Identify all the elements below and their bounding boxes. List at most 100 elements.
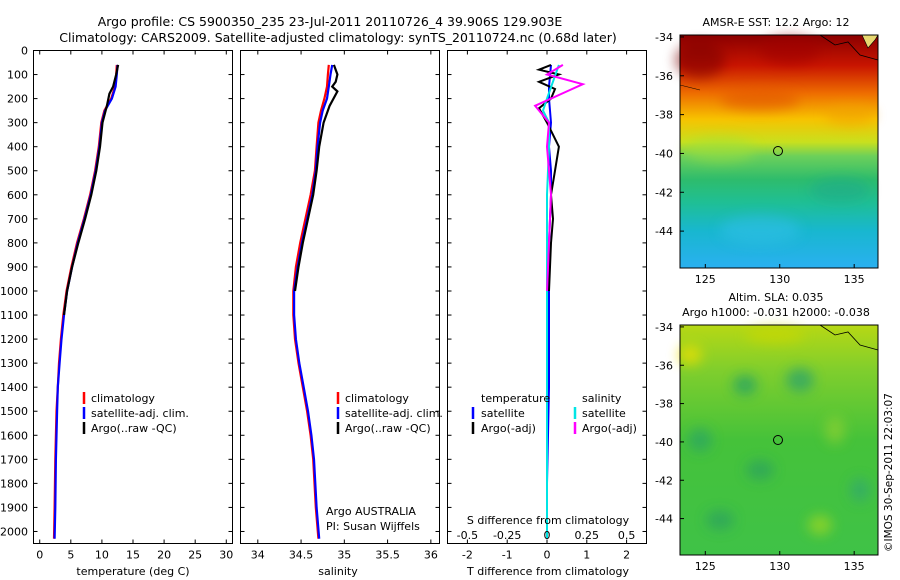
sla-coastline [819,324,879,351]
x-tick-label: -1 [502,549,513,562]
sla-map-title2: Argo h1000: -0.031 h2000: -0.038 [682,306,870,319]
sla-texture [678,327,870,535]
s-tick-label: 0.5 [618,529,636,542]
depth-tick-label: 200 [7,93,28,106]
series-line-salinity-argo-adj- [533,64,586,292]
lon-tick-label: 130 [769,560,790,573]
depth-tick-label: 1300 [0,357,28,370]
sst-lon-axis: 125 130 135 [695,264,865,286]
lon-tick-label: 135 [844,273,865,286]
legend-salinity-title: salinity [582,392,622,405]
lat-tick-label: -42 [655,474,673,487]
x-tick-label: 20 [157,549,171,562]
lat-tick-label: -38 [655,398,673,411]
x-tick-label: 2 [623,549,630,562]
x-tick-label: 35.5 [375,549,400,562]
depth-tick-label: 900 [7,261,28,274]
series-line-climatology [292,64,330,539]
difference-panel: -2 -1 0 1 2 T difference from climatology S … [447,50,647,578]
x-tick-label: 34.5 [289,549,314,562]
lat-tick-label: -40 [655,147,673,160]
depth-tick-label: 1400 [0,381,28,394]
difference-x-axis: -2 -1 0 1 2 [462,50,630,562]
lat-tick-label: -34 [655,321,673,334]
diff-legend-temp-sat-label: satellite [481,407,525,420]
lon-tick-label: 125 [695,560,716,573]
salinity-frame [240,50,440,544]
temperature-series [52,64,120,539]
lat-tick-label: -36 [655,359,673,372]
temperature-frame [33,50,233,544]
x-tick-label: 1 [583,549,590,562]
series-line-argo-raw-qc- [62,64,120,316]
difference-xlabel: T difference from climatology [466,565,629,578]
lat-tick-label: -38 [655,109,673,122]
temperature-legend: climatology satellite-adj. clim. Argo(..… [82,392,189,435]
sla-profile-marker [773,435,783,445]
sst-map-frame [679,34,879,269]
x-tick-label: 35 [337,549,351,562]
sal-legend-climatology-label: climatology [345,392,409,405]
depth-tick-label: 1600 [0,429,28,442]
depth-tick-label: 600 [7,189,28,202]
s-tick-label: 0.25 [575,529,600,542]
sla-lat-axis: -34 -36 -38 -40 -42 -44 [655,321,684,526]
lat-tick-label: -36 [655,70,673,83]
difference-series [533,63,586,539]
diff-legend-sal-sat-label: satellite [582,407,626,420]
temperature-x-axis: 0 5 10 15 20 25 30 [36,50,233,562]
depth-tick-label: 1000 [0,285,28,298]
argo-agency-note: Argo AUSTRALIA [326,505,416,518]
depth-tick-label: 300 [7,117,28,130]
sla-lon-axis: 125 130 135 [695,551,865,573]
argo-pi-note: PI: Susan Wijffels [326,520,420,533]
legend-climatology-label: climatology [91,392,155,405]
series-line-climatology [52,64,118,539]
x-tick-label: 15 [126,549,140,562]
sal-legend-argo-label: Argo(..raw -QC) [345,422,431,435]
salinity-panel: 34 34.5 35 35.5 36 salinity climatology sate… [240,50,443,578]
x-tick-label: 30 [219,549,233,562]
depth-tick-label: 1500 [0,405,28,418]
lon-tick-label: 125 [695,273,716,286]
depth-tick-label: 1200 [0,333,28,346]
sla-map-title1: Altim. SLA: 0.035 [728,291,823,304]
sla-map: Altim. SLA: 0.035 Argo h1000: -0.031 h20… [655,291,879,573]
x-tick-label: 25 [188,549,202,562]
sal-legend-satellite-label: satellite-adj. clim. [345,407,443,420]
difference-legend: temperature satellite Argo(-adj) salinit… [471,392,637,435]
sla-map-frame [679,324,879,556]
diff-legend-sal-argo-label: Argo(-adj) [582,422,637,435]
figure-title-line2: Climatology: CARS2009. Satellite-adjuste… [59,30,616,45]
depth-tick-label: 1900 [0,501,28,514]
legend-temperature-title: temperature [481,392,550,405]
salinity-x-axis: 34 34.5 35 35.5 36 [251,50,438,562]
s-difference-label: S difference from climatology [467,514,630,527]
depth-tick-label: 500 [7,165,28,178]
lon-tick-label: 135 [844,560,865,573]
s-tick-label: -0.5 [457,529,478,542]
lat-tick-label: -42 [655,186,673,199]
depth-tick-label: 400 [7,141,28,154]
legend-argo-label: Argo(..raw -QC) [91,422,177,435]
x-tick-label: 36 [424,549,438,562]
depth-tick-label: 1800 [0,477,28,490]
depth-tick-label: 1700 [0,453,28,466]
salinity-series [292,64,339,539]
legend-satellite-label: satellite-adj. clim. [91,407,189,420]
sst-map: AMSR-E SST: 12.2 Argo: 12 -34 -36 -38 -40 -4… [655,16,879,286]
depth-tick-label: 700 [7,213,28,226]
diff-legend-temp-argo-label: Argo(-adj) [481,422,536,435]
depth-tick-label: 2000 [0,525,28,538]
series-line-salinity-satellite [541,64,560,539]
depth-tick-label: 100 [7,69,28,82]
sst-contour [679,84,701,91]
x-tick-label: 10 [95,549,109,562]
series-line-argo-raw-qc- [293,64,339,292]
lat-tick-label: -44 [655,225,673,238]
x-tick-label: 34 [251,549,265,562]
depth-tick-label: 1100 [0,309,28,322]
x-tick-label: 0 [36,549,43,562]
depth-tick-label: 0 [21,45,28,58]
